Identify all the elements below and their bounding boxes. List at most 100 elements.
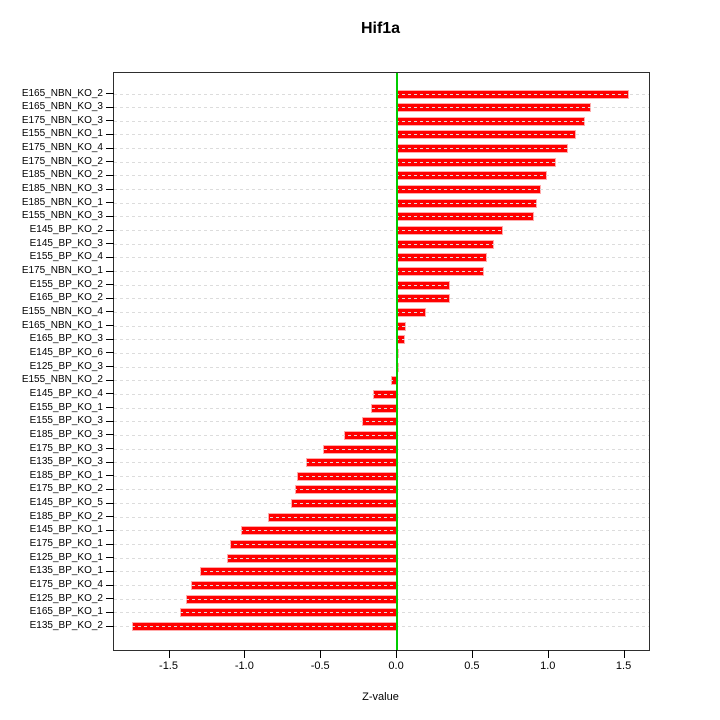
zero-line	[396, 73, 399, 650]
y-tick-label: E155_BP_KO_2	[29, 278, 103, 290]
y-tick	[106, 502, 114, 504]
y-tick-label: E135_BP_KO_3	[29, 456, 103, 468]
y-tick-label: E185_BP_KO_1	[29, 469, 103, 481]
y-tick-label: E175_BP_KO_2	[29, 483, 103, 495]
y-tick-label: E185_NBN_KO_2	[21, 169, 103, 181]
y-tick	[106, 284, 114, 286]
y-tick	[106, 325, 114, 327]
x-tick-label: -1.5	[159, 660, 178, 672]
y-tick-label: E155_NBN_KO_2	[21, 374, 103, 386]
gridline	[114, 448, 649, 450]
y-tick	[106, 106, 114, 108]
y-tick-label: E165_NBN_KO_1	[21, 319, 103, 331]
y-tick	[106, 215, 114, 217]
y-tick	[106, 611, 114, 613]
y-tick	[106, 543, 114, 545]
gridline	[114, 216, 649, 218]
y-tick	[106, 570, 114, 572]
x-tick	[396, 650, 398, 658]
y-tick-label: E185_BP_KO_2	[29, 510, 103, 522]
gridline	[114, 339, 649, 341]
y-tick-label: E125_BP_KO_2	[29, 592, 103, 604]
y-tick	[106, 557, 114, 559]
gridline	[114, 271, 649, 272]
gridline	[114, 311, 649, 313]
y-tick	[106, 529, 114, 531]
y-tick-label: E145_BP_KO_1	[29, 524, 103, 536]
gridline	[114, 626, 649, 627]
y-tick-label: E145_BP_KO_6	[29, 346, 103, 358]
gridline	[114, 325, 649, 327]
chart-title: Hif1a	[360, 20, 401, 37]
gridline	[114, 175, 649, 177]
x-tick	[244, 650, 246, 658]
y-tick	[106, 420, 114, 422]
y-tick	[106, 475, 114, 477]
gridline	[114, 598, 649, 600]
gridline	[114, 557, 649, 559]
gridline	[114, 257, 649, 259]
gridline	[114, 161, 649, 163]
y-tick-label: E145_BP_KO_2	[29, 224, 103, 236]
y-tick	[106, 379, 114, 381]
y-tick-label: E165_NBN_KO_3	[21, 101, 103, 113]
y-tick-label: E175_BP_KO_4	[29, 579, 103, 591]
gridline	[114, 230, 649, 232]
y-tick-label: E125_BP_KO_1	[29, 551, 103, 563]
y-tick	[106, 393, 114, 395]
gridline	[114, 366, 649, 368]
x-tick-label: 1.0	[540, 660, 556, 672]
y-tick	[106, 256, 114, 258]
gridline	[114, 298, 649, 300]
y-tick-label: E165_BP_KO_2	[29, 292, 103, 304]
y-tick-label: E165_BP_KO_3	[29, 333, 103, 345]
gridline	[114, 421, 649, 423]
y-tick-label: E175_NBN_KO_4	[21, 142, 103, 154]
gridline	[114, 503, 649, 505]
x-tick-label: 0.5	[464, 660, 480, 672]
y-tick-label: E155_NBN_KO_3	[21, 210, 103, 222]
gridline	[114, 434, 649, 436]
y-tick-label: E135_BP_KO_1	[29, 565, 103, 577]
y-tick	[106, 366, 114, 368]
y-tick	[106, 488, 114, 490]
y-tick	[106, 229, 114, 231]
x-tick	[547, 650, 549, 658]
y-tick-label: E125_BP_KO_3	[29, 360, 103, 372]
y-tick	[106, 407, 114, 409]
x-tick	[168, 650, 170, 658]
y-tick	[106, 202, 114, 204]
y-tick	[106, 243, 114, 245]
y-tick-label: E135_BP_KO_2	[29, 620, 103, 631]
y-tick-label: E185_NBN_KO_3	[21, 183, 103, 195]
gridline	[114, 544, 649, 546]
y-tick	[106, 174, 114, 176]
gridline	[114, 571, 649, 573]
y-tick	[106, 188, 114, 190]
y-tick-label: E155_BP_KO_3	[29, 415, 103, 427]
x-tick-label: 0.0	[388, 660, 404, 672]
gridline	[114, 134, 649, 136]
y-tick	[106, 598, 114, 600]
y-tick	[106, 434, 114, 436]
y-tick	[106, 93, 114, 94]
x-tick	[471, 650, 473, 658]
gridline	[114, 284, 649, 286]
y-tick	[106, 584, 114, 586]
y-tick-label: E175_NBN_KO_1	[21, 265, 103, 276]
gridline	[114, 462, 649, 464]
y-tick-label: E165_BP_KO_1	[29, 606, 103, 618]
y-tick-label: E185_NBN_KO_1	[21, 196, 103, 208]
y-tick-label: E145_BP_KO_4	[29, 387, 103, 399]
gridline	[114, 120, 649, 122]
x-tick-label: -0.5	[310, 660, 330, 672]
y-tick	[106, 352, 114, 354]
y-tick-label: E155_BP_KO_1	[29, 401, 103, 413]
x-tick-label: 1.5	[615, 660, 632, 672]
gridline	[114, 475, 649, 477]
y-tick	[106, 133, 114, 135]
gridline	[114, 516, 649, 518]
y-tick	[106, 448, 114, 449]
gridline	[114, 530, 649, 532]
